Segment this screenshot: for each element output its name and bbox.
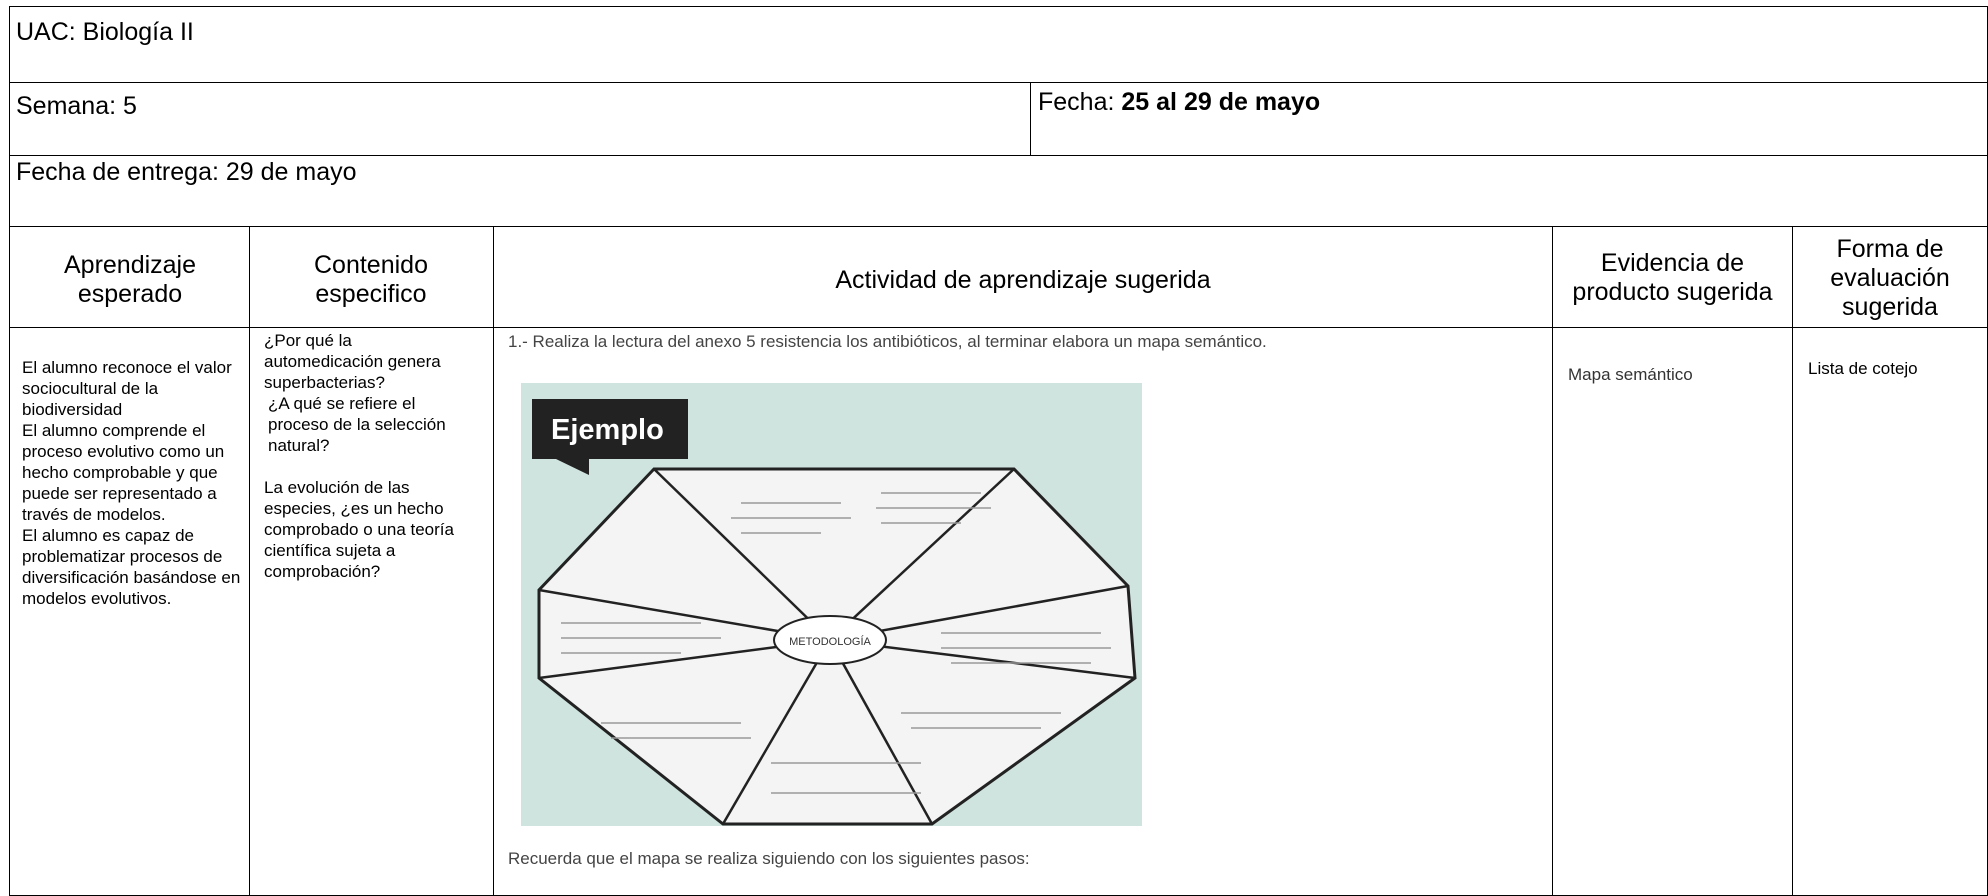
center-label: METODOLOGÍA <box>789 635 871 648</box>
semana: Semana: 5 <box>16 92 137 120</box>
evaluacion: Lista de cotejo <box>1808 359 1918 378</box>
fecha-label: Fecha: <box>1038 88 1115 116</box>
column-header: Evidencia de producto sugerida <box>1572 249 1773 306</box>
aprendizaje-item: El alumno es capaz de problematizar proc… <box>22 526 241 608</box>
evidencia: Mapa semántico <box>1568 365 1693 384</box>
cell-semana <box>9 82 1031 156</box>
fecha: Fecha: 25 al 29 de mayo <box>1038 88 1320 117</box>
aprendizaje-item: El alumno comprende el proceso evolutivo… <box>22 421 225 524</box>
entrega: Fecha de entrega: 29 de mayo <box>16 158 357 186</box>
contenido: ¿Por qué la automedicación genera superb… <box>264 330 474 582</box>
aprendizaje: El alumno reconoce el valor sociocultura… <box>22 357 244 609</box>
contenido-item: ¿A qué se refiere el proceso de la selec… <box>268 394 446 455</box>
header-separator <box>9 327 1988 328</box>
column-header: Aprendizaje esperado <box>63 251 197 308</box>
example-label: Ejemplo <box>551 414 664 446</box>
example-image: METODOLOGÍA Ejemplo <box>521 383 1142 826</box>
column-header: Forma de evaluación sugerida <box>1830 234 1950 321</box>
aprendizaje-item: El alumno reconoce el valor sociocultura… <box>22 358 232 419</box>
fecha-value: 25 al 29 de mayo <box>1121 88 1321 116</box>
column-header: Contenido especifico <box>314 251 428 308</box>
pasos: Recuerda que el mapa se realiza siguiend… <box>508 849 1030 868</box>
column-header: Actividad de aprendizaje sugerida <box>835 265 1211 294</box>
contenido-item: La evolución de las especies, ¿es un hec… <box>264 478 454 581</box>
instruccion: 1.- Realiza la lectura del anexo 5 resis… <box>508 332 1267 351</box>
contenido-item: ¿Por qué la automedicación genera superb… <box>264 331 441 392</box>
uac: UAC: Biología II <box>16 18 194 46</box>
row-uac <box>9 6 1988 83</box>
